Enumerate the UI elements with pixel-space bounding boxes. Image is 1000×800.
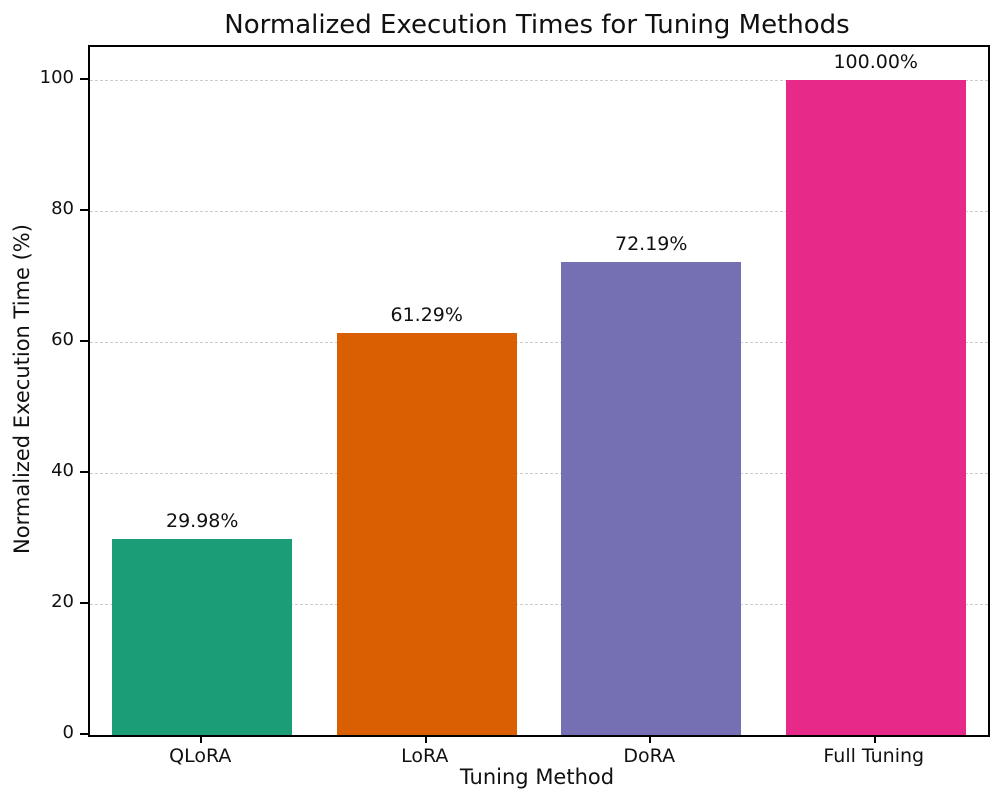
plot-area: 29.98% 61.29% 72.19% 100.00% — [88, 45, 990, 737]
y-tick-label-100: 100 — [39, 66, 74, 88]
gridline-60 — [90, 341, 988, 343]
y-tick-mark-60 — [80, 339, 88, 342]
x-tick-mark-3 — [649, 735, 652, 743]
gridline-20 — [90, 603, 988, 605]
x-axis-label: Tuning Method — [459, 765, 615, 789]
x-tick-label-qlora: QLoRA — [169, 745, 232, 767]
y-tick-mark-0 — [80, 733, 88, 735]
chart-title: Normalized Execution Times for Tuning Me… — [224, 10, 850, 40]
bar-value-label-lora: 61.29% — [390, 304, 463, 327]
x-tick-label-full-tuning: Full Tuning — [823, 745, 925, 767]
y-tick-label-80: 80 — [51, 197, 74, 219]
gridline-80 — [90, 210, 988, 212]
y-tick-label-60: 60 — [51, 328, 74, 350]
y-tick-mark-20 — [80, 601, 88, 604]
y-tick-mark-100 — [80, 77, 88, 80]
x-tick-label-dora: DoRA — [623, 745, 676, 767]
gridline-100 — [90, 79, 988, 81]
y-tick-mark-40 — [80, 470, 88, 473]
bar-qlora — [112, 538, 293, 735]
x-tick-mark-1 — [200, 735, 203, 743]
bar-lora — [336, 333, 517, 735]
y-axis-label: Normalized Execution Time (%) — [10, 224, 34, 554]
x-tick-label-lora: LoRA — [401, 745, 449, 767]
bar-value-label-dora: 72.19% — [615, 232, 688, 255]
y-tick-label-20: 20 — [51, 590, 74, 612]
y-tick-label-40: 40 — [51, 459, 74, 481]
bar-dora — [561, 261, 742, 735]
bar-value-label-qlora: 29.98% — [166, 509, 239, 532]
y-tick-mark-80 — [80, 208, 88, 211]
x-tick-mark-2 — [424, 735, 427, 743]
bar-full-tuning — [785, 79, 966, 735]
x-tick-mark-4 — [873, 735, 876, 743]
bar-value-label-full-tuning: 100.00% — [833, 50, 918, 73]
y-tick-label-0: 0 — [62, 722, 74, 743]
gridline-40 — [90, 472, 988, 474]
